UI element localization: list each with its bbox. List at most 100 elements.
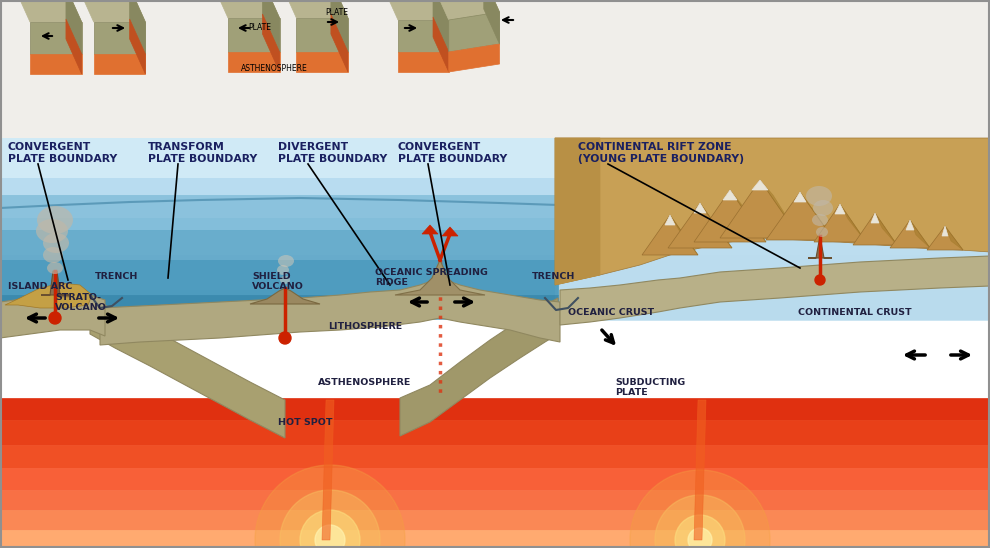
- Polygon shape: [720, 180, 800, 238]
- Polygon shape: [760, 180, 800, 238]
- Polygon shape: [927, 226, 963, 250]
- Polygon shape: [331, 14, 348, 72]
- Polygon shape: [0, 468, 990, 490]
- Polygon shape: [30, 54, 82, 74]
- Circle shape: [49, 312, 61, 324]
- Polygon shape: [94, 54, 146, 74]
- Polygon shape: [448, 12, 500, 52]
- Text: CONTINENTAL RIFT ZONE
(YOUNG PLATE BOUNDARY): CONTINENTAL RIFT ZONE (YOUNG PLATE BOUND…: [578, 142, 744, 164]
- Polygon shape: [78, 0, 146, 22]
- Polygon shape: [871, 213, 879, 223]
- Polygon shape: [560, 256, 990, 325]
- Ellipse shape: [816, 227, 828, 237]
- Text: TRENCH: TRENCH: [532, 272, 575, 281]
- Text: OCEANIC CRUST: OCEANIC CRUST: [568, 308, 654, 317]
- Polygon shape: [66, 0, 82, 54]
- Polygon shape: [14, 0, 82, 22]
- Polygon shape: [433, 0, 448, 52]
- Polygon shape: [262, 14, 279, 72]
- Text: CONTINENTAL CRUST: CONTINENTAL CRUST: [798, 308, 912, 317]
- Polygon shape: [800, 192, 834, 240]
- Polygon shape: [752, 180, 768, 190]
- Circle shape: [280, 490, 380, 548]
- Polygon shape: [433, 17, 448, 72]
- Text: LITHOSPHERE: LITHOSPHERE: [328, 322, 402, 331]
- Text: PLATE: PLATE: [326, 8, 348, 17]
- Polygon shape: [442, 227, 458, 236]
- Polygon shape: [382, 0, 448, 20]
- Polygon shape: [700, 203, 732, 248]
- Circle shape: [655, 495, 745, 548]
- Bar: [0, 138, 990, 178]
- Polygon shape: [766, 192, 834, 240]
- Ellipse shape: [813, 200, 833, 216]
- Ellipse shape: [47, 262, 63, 274]
- Polygon shape: [694, 203, 706, 213]
- Polygon shape: [835, 204, 845, 214]
- Polygon shape: [279, 0, 348, 18]
- Ellipse shape: [37, 206, 73, 234]
- Polygon shape: [100, 278, 560, 345]
- Polygon shape: [794, 192, 806, 202]
- Polygon shape: [0, 510, 990, 530]
- Text: TRANSFORM
PLATE BOUNDARY: TRANSFORM PLATE BOUNDARY: [148, 142, 257, 164]
- Polygon shape: [448, 44, 500, 72]
- Polygon shape: [211, 0, 279, 18]
- Ellipse shape: [806, 186, 832, 206]
- Polygon shape: [0, 445, 990, 468]
- Text: ASTHENOSPHERE: ASTHENOSPHERE: [318, 378, 412, 387]
- Circle shape: [279, 332, 291, 344]
- Text: OCEANIC SPREADING
RIDGE: OCEANIC SPREADING RIDGE: [375, 268, 488, 287]
- Text: CONVERGENT
PLATE BOUNDARY: CONVERGENT PLATE BOUNDARY: [8, 142, 117, 164]
- Polygon shape: [0, 230, 558, 260]
- Polygon shape: [910, 220, 930, 248]
- Circle shape: [255, 465, 405, 548]
- Polygon shape: [840, 204, 866, 242]
- Ellipse shape: [280, 276, 290, 284]
- Polygon shape: [228, 52, 279, 72]
- Polygon shape: [30, 22, 82, 54]
- Polygon shape: [296, 18, 348, 52]
- Ellipse shape: [277, 265, 289, 275]
- Polygon shape: [555, 138, 990, 320]
- Polygon shape: [670, 215, 698, 255]
- Polygon shape: [0, 295, 558, 315]
- Text: TRENCH: TRENCH: [95, 272, 139, 281]
- Bar: [0, 290, 990, 320]
- Polygon shape: [422, 225, 438, 234]
- Polygon shape: [94, 22, 146, 54]
- Polygon shape: [0, 195, 558, 230]
- Polygon shape: [730, 190, 766, 242]
- Ellipse shape: [812, 214, 828, 226]
- Polygon shape: [398, 52, 448, 72]
- Text: SUBDUCTING
PLATE: SUBDUCTING PLATE: [615, 378, 685, 397]
- Polygon shape: [814, 204, 866, 242]
- Bar: [0, 178, 990, 218]
- Polygon shape: [555, 138, 990, 285]
- Polygon shape: [942, 226, 948, 236]
- Polygon shape: [0, 295, 105, 338]
- Polygon shape: [250, 288, 320, 304]
- Bar: [0, 0, 990, 138]
- Ellipse shape: [43, 233, 69, 253]
- Polygon shape: [484, 0, 500, 44]
- Polygon shape: [555, 138, 600, 285]
- Polygon shape: [66, 19, 82, 74]
- Polygon shape: [875, 213, 897, 245]
- Polygon shape: [723, 190, 737, 200]
- Polygon shape: [395, 260, 485, 295]
- Polygon shape: [808, 236, 832, 258]
- Ellipse shape: [43, 247, 63, 263]
- Polygon shape: [228, 18, 279, 52]
- Text: SHIELD
VOLCANO: SHIELD VOLCANO: [252, 272, 304, 292]
- Circle shape: [675, 515, 725, 548]
- Polygon shape: [0, 490, 990, 510]
- Bar: [0, 255, 990, 290]
- Polygon shape: [0, 530, 990, 548]
- Ellipse shape: [36, 219, 68, 243]
- Circle shape: [300, 510, 360, 548]
- Text: STRATO-
VOLCANO: STRATO- VOLCANO: [55, 293, 107, 312]
- Polygon shape: [665, 215, 675, 225]
- Circle shape: [630, 470, 770, 548]
- Text: HOT SPOT: HOT SPOT: [278, 418, 333, 427]
